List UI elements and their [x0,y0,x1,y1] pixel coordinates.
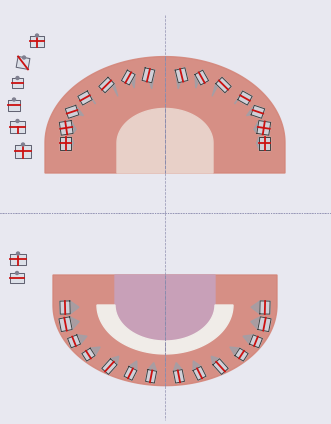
Polygon shape [82,348,95,361]
Polygon shape [146,370,157,383]
Circle shape [22,143,24,146]
Polygon shape [258,317,271,332]
Polygon shape [87,91,95,104]
Circle shape [35,34,38,37]
Circle shape [16,120,19,123]
Polygon shape [243,335,253,344]
Polygon shape [76,105,83,116]
Polygon shape [59,120,73,135]
Polygon shape [108,77,118,96]
Polygon shape [115,275,215,341]
Polygon shape [212,77,222,96]
Polygon shape [129,361,137,371]
Polygon shape [142,68,155,83]
Polygon shape [90,347,100,356]
Polygon shape [102,359,117,374]
Polygon shape [121,70,135,85]
Polygon shape [175,68,188,83]
Circle shape [13,98,16,101]
Polygon shape [238,91,252,105]
Polygon shape [53,275,277,386]
Polygon shape [10,121,25,133]
Polygon shape [193,366,206,380]
Polygon shape [247,105,254,116]
Circle shape [17,252,20,255]
Polygon shape [195,70,209,85]
Polygon shape [30,36,44,47]
Polygon shape [10,254,26,265]
Polygon shape [216,77,231,93]
Polygon shape [250,335,262,348]
Polygon shape [117,109,213,173]
Polygon shape [15,145,31,157]
Polygon shape [16,56,30,70]
Polygon shape [235,348,248,361]
Polygon shape [12,78,23,88]
Polygon shape [259,137,270,150]
Polygon shape [65,105,79,118]
Polygon shape [251,317,260,329]
Polygon shape [230,347,240,356]
Polygon shape [45,57,285,173]
Polygon shape [97,305,233,354]
Polygon shape [77,335,87,344]
Polygon shape [70,301,79,314]
Polygon shape [257,120,271,135]
Polygon shape [68,335,80,348]
Polygon shape [70,317,79,329]
Polygon shape [260,301,270,314]
Polygon shape [213,359,228,374]
Polygon shape [257,137,259,150]
Polygon shape [254,120,259,134]
Polygon shape [173,363,182,371]
Polygon shape [173,370,184,383]
Polygon shape [8,100,20,111]
Polygon shape [10,273,24,283]
Polygon shape [59,317,72,332]
Polygon shape [60,137,71,150]
Polygon shape [148,363,157,371]
Polygon shape [251,301,260,314]
Polygon shape [145,68,155,89]
Polygon shape [235,91,243,104]
Polygon shape [111,356,119,365]
Polygon shape [99,77,114,93]
Polygon shape [71,137,73,150]
Polygon shape [124,366,137,380]
Circle shape [16,76,19,80]
Polygon shape [78,91,92,105]
Polygon shape [211,356,219,365]
Polygon shape [127,70,135,88]
Polygon shape [175,68,185,89]
Polygon shape [60,301,70,314]
Polygon shape [251,105,265,118]
Polygon shape [71,120,76,134]
Polygon shape [193,361,201,371]
Circle shape [16,271,19,274]
Polygon shape [195,70,203,88]
Circle shape [23,56,25,59]
